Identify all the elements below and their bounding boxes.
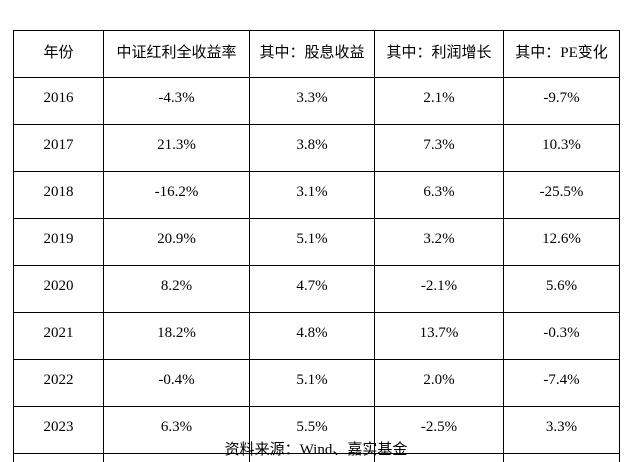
- table-cell: -25.5%: [503, 171, 620, 219]
- table-cell: -7.4%: [503, 359, 620, 407]
- table-cell: -4.3%: [103, 77, 250, 125]
- header-row: 年份 中证红利全收益率 其中：股息收益 其中：利润增长 其中：PE变化: [13, 30, 620, 78]
- table-cell: 2.0%: [374, 359, 504, 407]
- table-row: 2020 8.2% 4.7% -2.1% 5.6%: [13, 265, 620, 313]
- table-cell: 10.3%: [503, 124, 620, 172]
- table-cell-year: 2023: [13, 406, 104, 454]
- table-cell: 4.7%: [249, 265, 375, 313]
- column-header-dividend-yield: 其中：股息收益: [249, 30, 375, 78]
- dividend-returns-table: 年份 中证红利全收益率 其中：股息收益 其中：利润增长 其中：PE变化 2016…: [13, 30, 620, 462]
- table-cell-year: 2019: [13, 218, 104, 266]
- table-cell: 3.8%: [249, 124, 375, 172]
- table-cell: -0.3%: [503, 312, 620, 360]
- table-cell: -2.1%: [374, 265, 504, 313]
- table-cell: 6.3%: [103, 406, 250, 454]
- table-cell: 12.6%: [503, 218, 620, 266]
- table-cell: 18.2%: [103, 312, 250, 360]
- table-cell: 3.1%: [249, 171, 375, 219]
- source-note: 资料来源：Wind、嘉实基金: [224, 442, 408, 458]
- table-cell: 5.1%: [249, 359, 375, 407]
- table-cell: -2.0%: [503, 453, 620, 462]
- table-row: 2018 -16.2% 3.1% 6.3% -25.5%: [13, 171, 620, 219]
- table-row: 2022 -0.4% 5.1% 2.0% -7.4%: [13, 359, 620, 407]
- column-header-year: 年份: [13, 30, 104, 78]
- table-row: 2017 21.3% 3.8% 7.3% 10.3%: [13, 124, 620, 172]
- table-body: 2016 -4.3% 3.3% 2.1% -9.7% 2017 21.3% 3.…: [13, 77, 620, 462]
- table-cell: 2.1%: [374, 77, 504, 125]
- column-header-total-return: 中证红利全收益率: [103, 30, 250, 78]
- table-cell: 20.9%: [103, 218, 250, 266]
- table-cell: 7.3%: [374, 124, 504, 172]
- table-cell: 6.3%: [374, 171, 504, 219]
- table-cell: 5.6%: [503, 265, 620, 313]
- table-cell: 3.3%: [249, 77, 375, 125]
- table-cell: -9.7%: [503, 77, 620, 125]
- table-cell: -2.5%: [374, 406, 504, 454]
- table-cell-year: 2016: [13, 77, 104, 125]
- table-cell-year: 2022: [13, 359, 104, 407]
- table-row: 2021 18.2% 4.8% 13.7% -0.3%: [13, 312, 620, 360]
- table-cell: 4.8%: [249, 312, 375, 360]
- table-cell: 5.1%: [249, 218, 375, 266]
- table-row-summary: 2016-2023 6.0% 4.4% 3.6% -2.0%: [13, 453, 620, 462]
- column-header-pe-change: 其中：PE变化: [503, 30, 620, 78]
- column-header-profit-growth: 其中：利润增长: [374, 30, 504, 78]
- table-cell-year: 2021: [13, 312, 104, 360]
- table-cell-year: 2018: [13, 171, 104, 219]
- table-cell: 3.2%: [374, 218, 504, 266]
- table-cell: -0.4%: [103, 359, 250, 407]
- table-cell: 13.7%: [374, 312, 504, 360]
- table-cell: 21.3%: [103, 124, 250, 172]
- table-row: 2019 20.9% 5.1% 3.2% 12.6%: [13, 218, 620, 266]
- table-cell: 8.2%: [103, 265, 250, 313]
- table-cell: -16.2%: [103, 171, 250, 219]
- table-row: 2016 -4.3% 3.3% 2.1% -9.7%: [13, 77, 620, 125]
- table-cell: 3.3%: [503, 406, 620, 454]
- table-cell-year: 2020: [13, 265, 104, 313]
- table-cell-year: 2017: [13, 124, 104, 172]
- table-row: 2023 6.3% 5.5% -2.5% 3.3%: [13, 406, 620, 454]
